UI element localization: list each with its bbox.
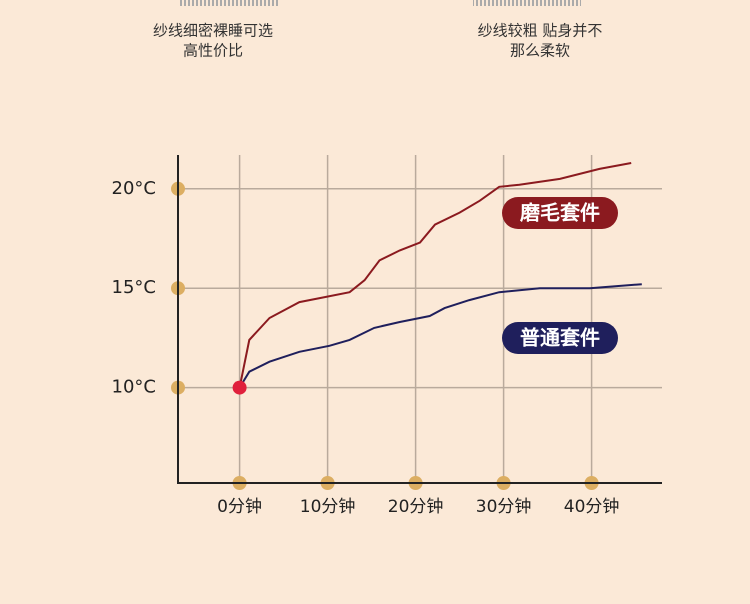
caption: 纱线较粗 贴身并不 <box>478 22 603 40</box>
y-tick-label: 15°C <box>112 277 156 298</box>
axis <box>177 155 662 484</box>
line <box>238 283 642 389</box>
legend-label: 普通套件 <box>520 326 600 350</box>
legend-badge <box>502 322 618 354</box>
caption: 高性价比 <box>183 42 243 60</box>
x-tick-label: 20分钟 <box>388 497 444 517</box>
fabric-swatch <box>180 0 278 6</box>
x-tick-label: 40分钟 <box>564 497 620 517</box>
line <box>238 162 632 388</box>
x-tick-label: 30分钟 <box>476 497 532 517</box>
y-tick-label: 20°C <box>112 178 156 199</box>
caption: 那么柔软 <box>510 42 570 60</box>
y-tick-label: 10°C <box>112 377 156 398</box>
legend-badge <box>502 197 618 229</box>
caption: 纱线细密裸睡可选 <box>153 22 273 40</box>
x-tick-label: 10分钟 <box>300 497 356 517</box>
fabric-swatch <box>473 0 581 6</box>
legend-label: 磨毛套件 <box>520 201 600 225</box>
start-point <box>232 380 247 395</box>
x-tick-label: 0分钟 <box>217 497 262 517</box>
